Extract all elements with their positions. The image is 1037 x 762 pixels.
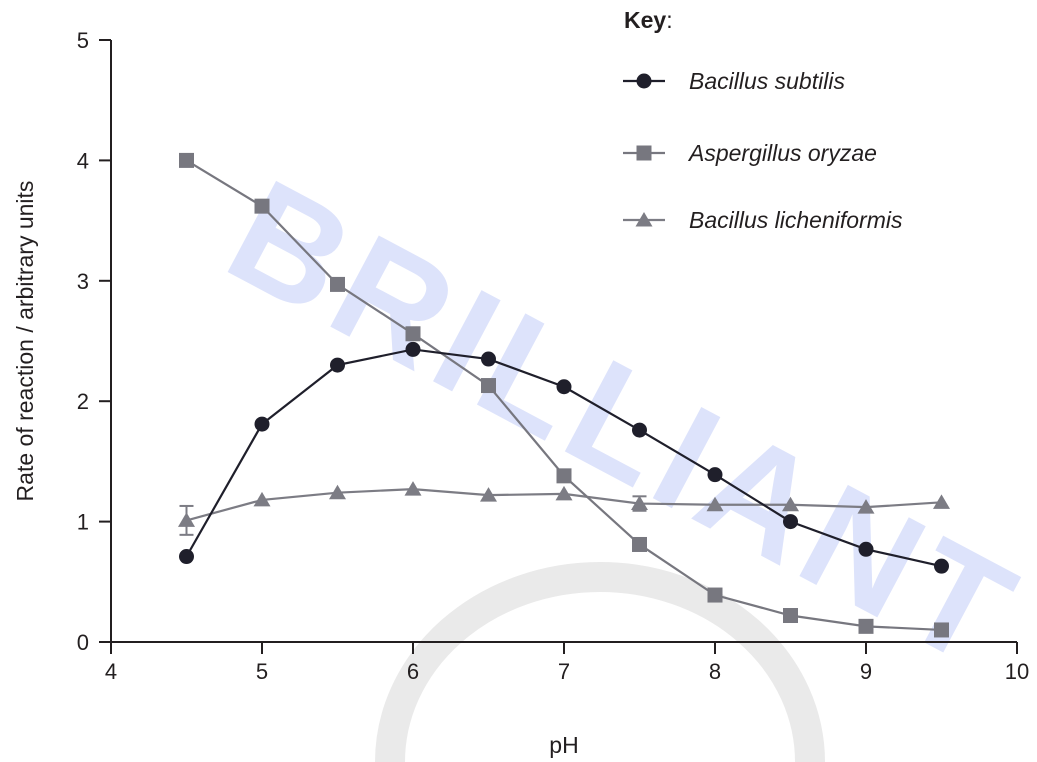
x-tick-label: 4 <box>105 659 117 684</box>
data-point <box>706 496 724 512</box>
x-tick-label: 10 <box>1005 659 1029 684</box>
y-tick-label: 4 <box>77 148 89 173</box>
data-point <box>556 468 572 484</box>
legend-title-colon: : <box>666 7 672 33</box>
data-point <box>707 467 723 483</box>
y-tick-label: 3 <box>77 269 89 294</box>
legend-label: Bacillus subtilis <box>689 68 845 94</box>
data-point <box>179 549 194 565</box>
y-tick-label: 0 <box>77 630 89 655</box>
data-point <box>934 558 949 574</box>
x-tick-label: 5 <box>256 659 268 684</box>
y-axis-title: Rate of reaction / arbitrary units <box>12 181 38 502</box>
data-point <box>707 587 723 603</box>
y-tick-label: 1 <box>77 510 89 535</box>
legend-marker <box>635 212 653 227</box>
data-point <box>481 351 496 367</box>
x-tick-label: 9 <box>860 659 872 684</box>
legend-title-text: Key <box>624 7 666 33</box>
x-tick-label: 8 <box>709 659 721 684</box>
legend-entry: Aspergillus oryzae <box>623 140 877 166</box>
data-point <box>330 276 345 292</box>
data-point <box>632 422 647 438</box>
data-point <box>178 512 195 527</box>
legend-title: Key: <box>624 7 673 33</box>
data-point <box>556 379 572 395</box>
data-point <box>858 541 874 557</box>
data-point <box>254 198 270 214</box>
legend-entry: Bacillus licheniformis <box>623 207 903 233</box>
data-point <box>329 484 346 500</box>
watermark-ring <box>375 562 825 762</box>
data-point <box>783 608 798 624</box>
axes: 4 5 6 7 8 9 10 0 1 2 3 4 5 <box>77 28 1029 684</box>
data-point <box>405 341 421 357</box>
data-point <box>481 378 496 394</box>
x-tick-label: 6 <box>407 659 419 684</box>
data-point <box>330 357 345 373</box>
data-point <box>253 491 271 507</box>
data-point <box>404 481 422 496</box>
data-point <box>782 496 799 512</box>
x-axis-title: pH <box>549 732 578 758</box>
data-point <box>254 416 270 432</box>
data-point <box>934 622 949 638</box>
data-point <box>857 499 875 514</box>
data-point <box>632 536 647 552</box>
x-tick-label: 7 <box>558 659 570 684</box>
legend-label: Bacillus licheniformis <box>689 207 903 233</box>
data-point <box>631 495 648 511</box>
series-circle <box>179 341 949 574</box>
data-point <box>179 152 194 168</box>
data-point <box>555 485 573 501</box>
series-triangle <box>178 481 950 536</box>
legend: Key: Bacillus subtilis Aspergillus oryzae… <box>623 7 903 233</box>
data-point <box>405 326 421 342</box>
y-tick-label: 5 <box>77 28 89 53</box>
legend-marker <box>636 145 652 161</box>
series-layer <box>178 152 950 638</box>
data-point <box>933 494 950 509</box>
data-point <box>480 487 497 502</box>
data-point <box>858 618 874 634</box>
watermark: BRILLIANT <box>204 147 1037 762</box>
legend-marker <box>636 73 652 89</box>
watermark-text: BRILLIANT <box>204 147 1037 701</box>
data-point <box>783 514 798 530</box>
legend-entry: Bacillus subtilis <box>623 68 845 94</box>
y-tick-label: 2 <box>77 389 89 414</box>
series-square <box>179 152 949 638</box>
legend-label: Aspergillus oryzae <box>687 140 877 166</box>
